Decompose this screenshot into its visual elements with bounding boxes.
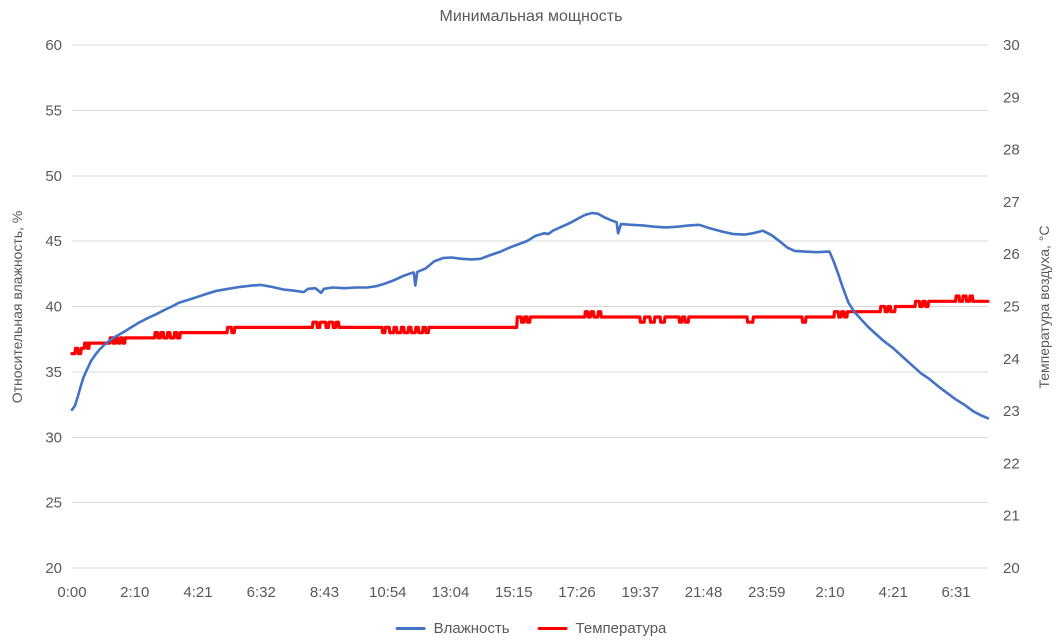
y-left-tick-label: 25 [45,495,62,512]
y-left-tick-label: 35 [45,364,62,381]
y-right-tick-label: 20 [1003,560,1020,577]
temperature-line [70,294,990,356]
x-tick-label: 4:21 [183,584,212,601]
legend-item-humidity: Влажность [395,620,510,637]
x-tick-label: 2:10 [120,584,149,601]
x-tick-label: 8:43 [310,584,339,601]
y-left-tick-label: 55 [45,102,62,119]
humidity-line-swatch [395,626,426,631]
x-tick-label: 23:59 [748,584,786,601]
y-left-tick-label: 40 [45,299,62,316]
temperature-line-swatch [537,626,568,631]
y-right-tick-label: 26 [1003,246,1020,263]
y-right-tick-label: 22 [1003,455,1020,472]
x-tick-label: 6:31 [941,584,970,601]
humidity-line [70,211,990,420]
legend-label-humidity: Влажность [433,620,510,637]
y-right-tick-label: 30 [1003,37,1020,54]
x-tick-label: 15:15 [495,584,533,601]
x-tick-label: 10:54 [369,584,407,601]
y-left-tick-label: 30 [45,429,62,446]
x-tick-label: 21:48 [685,584,723,601]
legend-label-temperature: Температура [575,620,667,637]
chart-title: Минимальная мощность [439,8,623,25]
x-tick-label: 4:21 [879,584,908,601]
x-tick-label: 2:10 [815,584,844,601]
y-right-tick-label: 24 [1003,351,1020,368]
x-tick-label: 0:00 [57,584,86,601]
y-right-tick-label: 25 [1003,299,1020,316]
legend-item-temperature: Температура [537,620,667,637]
y-right-tick-label: 29 [1003,89,1020,106]
y-right-tick-label: 28 [1003,142,1020,159]
x-tick-label: 17:26 [558,584,596,601]
x-tick-label: 19:37 [622,584,660,601]
y-right-tick-label: 23 [1003,403,1020,420]
y-right-tick-label: 27 [1003,194,1020,211]
x-tick-label: 6:32 [247,584,276,601]
y-left-tick-label: 20 [45,560,62,577]
y-right-tick-label: 21 [1003,508,1020,525]
y-left-tick-label: 45 [45,233,62,250]
legend: Влажность Температура [395,620,667,637]
x-tick-label: 13:04 [432,584,470,601]
y-left-tick-label: 50 [45,168,62,185]
y-left-tick-label: 60 [45,37,62,54]
